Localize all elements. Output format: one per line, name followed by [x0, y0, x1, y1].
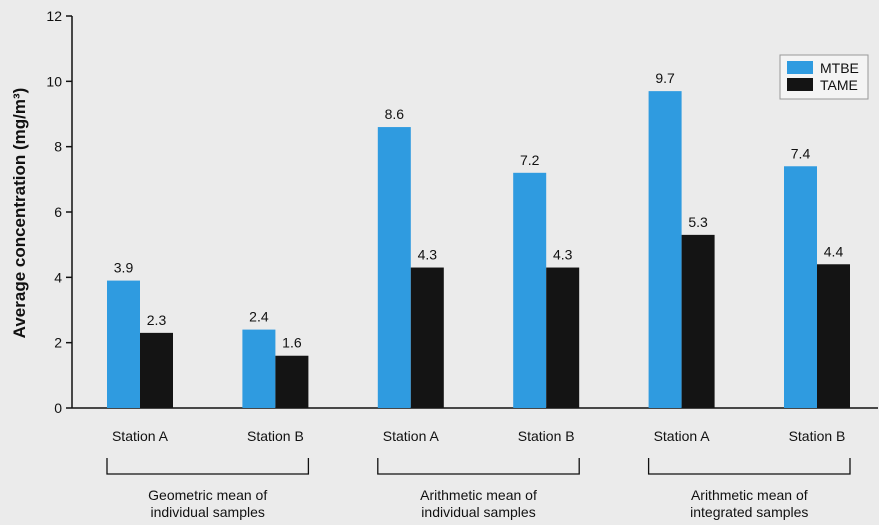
bar-tame: [410, 267, 444, 408]
legend-label: TAME: [820, 77, 858, 93]
data-label: 3.9: [114, 260, 134, 276]
x-tick-label: Station A: [112, 428, 169, 444]
group-bracket: [647, 458, 851, 475]
data-label: 9.7: [655, 70, 675, 86]
bar-mtbe: [242, 329, 276, 408]
group-label: Arithmetic mean of integrated samples: [690, 487, 808, 520]
x-tick-label: Station B: [518, 428, 575, 444]
data-label: 2.4: [249, 309, 269, 325]
group-label: Arithmetic mean of individual samples: [420, 487, 537, 520]
y-tick-label: 4: [54, 269, 62, 285]
data-label: 4.3: [418, 247, 438, 263]
legend-swatch-tame: [787, 78, 813, 91]
group-label: Geometric mean of individual samples: [148, 487, 267, 520]
group-brackets: Geometric mean of individual samples Arith…: [106, 458, 851, 520]
data-label: 7.4: [791, 145, 811, 161]
bar-tame: [275, 355, 309, 408]
bar-mtbe: [648, 91, 682, 408]
y-tick-label: 8: [54, 139, 62, 155]
data-label: 4.4: [824, 243, 844, 259]
group-bracket: [377, 458, 580, 475]
data-label: 4.3: [553, 247, 573, 263]
x-tick-label: Station B: [247, 428, 304, 444]
data-label: 5.3: [688, 214, 708, 230]
bar-tame: [681, 234, 715, 408]
y-tick-label: 6: [54, 204, 62, 220]
y-axis-label: Average concentration (mg/m³): [10, 88, 29, 339]
data-label: 1.6: [282, 335, 302, 351]
bar-mtbe: [784, 166, 817, 408]
bar-tame: [140, 332, 173, 408]
value-labels: 3.9 2.3 2.4 1.6 8.6 4.3 7.2 4.3 9.7 5.3 7.4 4.4: [114, 70, 844, 351]
bars: [107, 91, 850, 409]
bar-tame: [817, 264, 850, 408]
y-tick-label: 12: [46, 8, 62, 24]
y-axis: 0 2 4 6 8 10 12: [46, 8, 73, 416]
category-labels: Station A Station B Station A Station B Stat…: [112, 428, 845, 444]
legend-swatch-mtbe: [787, 61, 813, 74]
x-tick-label: Station B: [789, 428, 846, 444]
x-tick-label: Station A: [383, 428, 440, 444]
x-tick-label: Station A: [654, 428, 711, 444]
y-tick-label: 10: [46, 73, 62, 89]
data-label: 8.6: [385, 106, 405, 122]
data-label: 7.2: [520, 152, 540, 168]
y-tick-label: 2: [54, 335, 62, 351]
bar-mtbe: [513, 172, 547, 408]
bar-mtbe: [107, 280, 140, 408]
bar-tame: [546, 267, 580, 408]
bar-mtbe: [377, 127, 411, 409]
data-label: 2.3: [147, 312, 167, 328]
y-tick-label: 0: [54, 400, 62, 416]
group-bracket: [106, 458, 310, 475]
legend-label: MTBE: [820, 60, 859, 76]
